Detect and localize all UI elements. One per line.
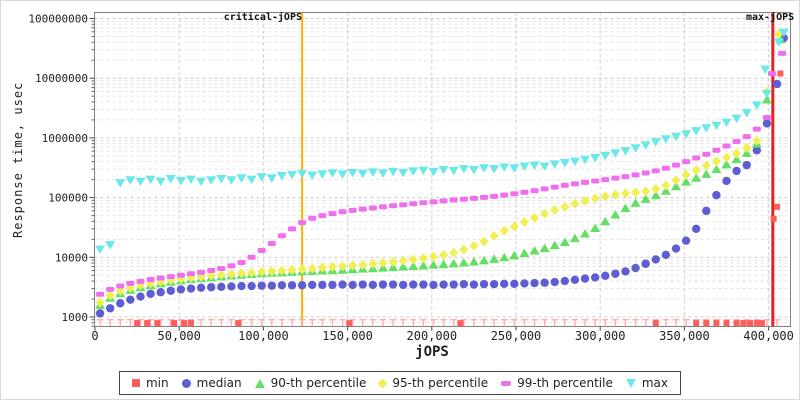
y-tick-label: 1000000 — [42, 132, 88, 145]
x-tick-label: 400,000 — [743, 329, 794, 343]
series-99-th-percentile — [96, 50, 787, 297]
legend-item-min: min — [131, 376, 169, 390]
x-tick-label: 200,000 — [407, 329, 458, 343]
max-jops-label: max-jOPS — [746, 12, 795, 23]
legend-item-90th: 90-th percentile — [254, 376, 367, 390]
y-tick-label: 10000 — [55, 251, 88, 264]
y-tick-label: 100000 — [48, 192, 88, 205]
series-median — [95, 33, 788, 318]
legend-item-95th: 95-th percentile — [377, 376, 489, 390]
x-tick-label: 150,000 — [322, 329, 373, 343]
y-tick-label: 100000000 — [28, 13, 88, 26]
max-triangle-down-icon — [625, 378, 636, 388]
series-90-th-percentile — [95, 34, 786, 309]
critical-jops-label: critical-jOPS — [223, 12, 302, 23]
series-min — [97, 70, 784, 327]
x-tick-label: 250,000 — [491, 329, 542, 343]
series-max — [95, 28, 789, 255]
axis-ticks-and-labels: 1000 10000 100000 1000000 10000000 100000000 0… — [28, 13, 793, 344]
y-tick-label: 10000000 — [35, 72, 88, 85]
x-tick-label: 100,000 — [238, 329, 289, 343]
p90-triangle-up-icon — [254, 378, 265, 388]
plot-border — [94, 12, 791, 327]
p99-bar-icon — [501, 380, 512, 386]
x-tick-label: 50,000 — [158, 329, 201, 343]
legend-item-max: max — [625, 376, 669, 390]
min-square-icon — [131, 379, 140, 387]
legend-label-min: min — [145, 376, 169, 390]
legend-label-99th: 99-th percentile — [517, 376, 613, 390]
legend-label-median: median — [196, 376, 242, 390]
p95-diamond-icon — [377, 378, 388, 388]
legend-item-99th: 99-th percentile — [501, 376, 613, 390]
y-axis-title: Response time, usec — [11, 81, 25, 238]
legend-label-90th: 90-th percentile — [270, 376, 367, 390]
x-tick-label: 0 — [91, 329, 98, 343]
legend-label-95th: 95-th percentile — [392, 376, 489, 390]
x-tick-label: 300,000 — [575, 329, 626, 343]
legend-item-median: median — [181, 376, 242, 390]
y-tick-label: 1000 — [62, 311, 89, 324]
series-95-th-percentile — [95, 29, 784, 308]
legend: min median 90-th percentile 95-th percen… — [118, 371, 682, 395]
legend-label-max: max — [641, 376, 669, 390]
x-tick-label: 350,000 — [659, 329, 710, 343]
series-root — [95, 28, 789, 327]
x-axis-title: jOPS — [415, 344, 449, 360]
median-circle-icon — [181, 378, 191, 388]
